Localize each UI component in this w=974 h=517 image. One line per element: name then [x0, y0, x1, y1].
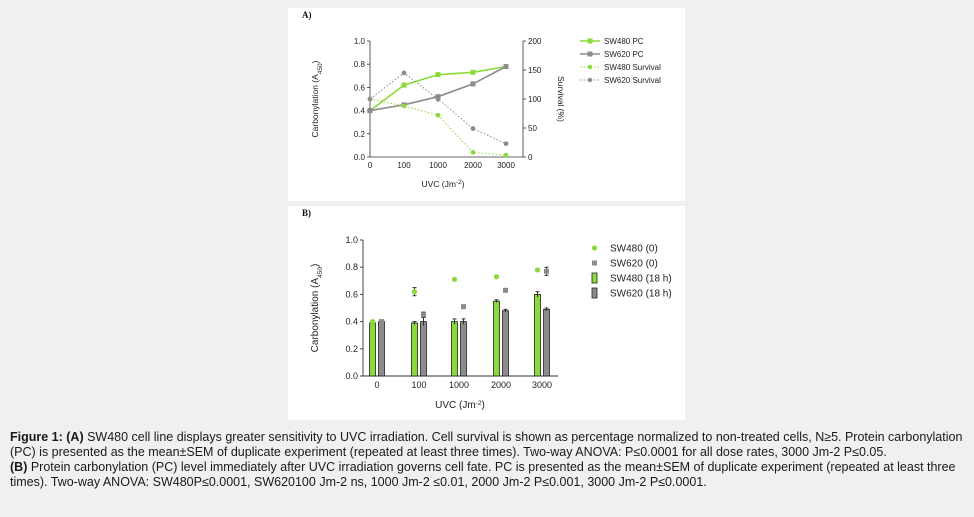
data-point: [367, 96, 373, 102]
x-tick-label: 0: [368, 161, 373, 170]
caption-a-text: SW480 cell line displays greater sensiti…: [10, 430, 963, 459]
y-right-tick-label: 50: [528, 124, 537, 133]
caption-b-text: Protein carbonylation (PC) level immedia…: [10, 460, 956, 489]
x-axis-label: UVC (Jm-2): [435, 400, 485, 412]
data-point: [470, 69, 476, 75]
legend-marker: [587, 64, 593, 70]
y-tick-label: 0.6: [354, 83, 366, 92]
data-point: [461, 304, 466, 310]
figure-panel-a: A) 0.0 0.2 0.4 0.6 0.8 1.0 0 50 100 150 200 0 100 100…: [288, 8, 685, 201]
data-point: [379, 319, 384, 325]
legend-marker: [591, 245, 598, 251]
data-point: [493, 274, 500, 280]
y-right-tick-label: 100: [528, 95, 542, 104]
series-line: [369, 72, 507, 145]
caption-b: (B) Protein carbonylation (PC) level imm…: [10, 460, 968, 490]
data-point: [435, 112, 441, 118]
data-point: [503, 64, 509, 70]
x-tick-label: 3000: [497, 161, 515, 170]
data-point: [470, 149, 476, 155]
x-tick-label: 100: [397, 161, 411, 170]
bar: [460, 321, 467, 377]
bar: [493, 300, 500, 377]
legend-label: SW620 Survival: [604, 76, 661, 85]
data-point: [544, 268, 549, 274]
bar: [543, 308, 550, 377]
figure-caption: Figure 1: (A) SW480 cell line displays g…: [10, 430, 968, 490]
bar: [378, 321, 385, 377]
y-tick-label: 0.2: [354, 130, 366, 139]
x-tick-label: 0: [374, 380, 379, 390]
y-tick-label: 1.0: [354, 37, 366, 46]
y-tick-label: 0.8: [354, 60, 366, 69]
y-right-tick-label: 0: [528, 153, 533, 162]
legend-marker: [587, 38, 593, 44]
y-tick-label: 0.0: [345, 371, 358, 381]
data-point: [411, 289, 418, 295]
legend-label: SW480 (0): [610, 244, 658, 255]
x-tick-label: 100: [411, 380, 426, 390]
data-point: [503, 152, 509, 158]
bar: [411, 322, 418, 377]
x-axis-label: UVC (Jm-2): [421, 179, 464, 190]
bar: [451, 321, 458, 377]
data-point: [470, 81, 476, 87]
bar: [420, 321, 427, 377]
data-point: [401, 70, 407, 76]
y-tick-label: 0.6: [345, 289, 358, 299]
panel-a-label: A): [302, 10, 312, 20]
x-tick-label: 1000: [429, 161, 447, 170]
y-right-tick-label: 150: [528, 66, 542, 75]
data-point: [401, 103, 407, 109]
data-point: [451, 276, 458, 283]
caption-a: Figure 1: (A) SW480 cell line displays g…: [10, 430, 968, 460]
data-point: [421, 312, 426, 318]
bar: [502, 310, 509, 377]
chart-b: 0.0 0.2 0.4 0.6 0.8 1.0 0 100 1000 2000 3000 UVC (J…: [310, 235, 672, 412]
y-tick-label: 0.4: [345, 317, 358, 327]
y-tick-label: 0.2: [345, 344, 358, 354]
x-tick-label: 2000: [464, 161, 482, 170]
y-right-tick-label: 200: [528, 37, 542, 46]
legend-label: SW620 (18 h): [610, 289, 672, 300]
caption-a-prefix: Figure 1: (A): [10, 430, 84, 444]
data-point: [369, 319, 376, 325]
y-right-axis-label: Survival (%): [556, 76, 566, 122]
x-tick-label: 3000: [532, 380, 552, 390]
y-axis-label: Carbonylation (A450): [310, 60, 324, 137]
panel-b-label: B): [302, 208, 311, 218]
y-tick-label: 1.0: [345, 235, 358, 245]
y-axis-label: Carbonylation (A450): [310, 264, 324, 353]
legend-label: SW480 (18 h): [610, 274, 672, 285]
y-tick-label: 0.4: [354, 107, 366, 116]
data-point: [367, 108, 373, 114]
legend-marker: [591, 272, 598, 284]
bar: [369, 322, 376, 377]
y-tick-label: 0.0: [354, 153, 366, 162]
legend-label: SW480 Survival: [604, 63, 661, 72]
legend-label: SW620 PC: [604, 50, 644, 59]
figure-panel-b: B) 0.0 0.2 0.4 0.6 0.8 1.0 0 100 1000 2000 3000 UVC…: [288, 206, 685, 420]
legend-marker: [592, 260, 597, 266]
legend-label: SW620 (0): [610, 259, 658, 270]
data-point: [401, 82, 407, 88]
data-point: [435, 72, 441, 78]
bar: [534, 294, 541, 377]
data-point: [435, 96, 441, 102]
legend-marker: [591, 287, 598, 299]
data-point: [503, 141, 509, 147]
legend-label: SW480 PC: [604, 37, 644, 46]
x-tick-label: 1000: [449, 380, 469, 390]
x-tick-label: 2000: [491, 380, 511, 390]
data-point: [503, 287, 508, 293]
caption-b-prefix: (B): [10, 460, 28, 474]
data-point: [470, 126, 476, 131]
legend-marker: [587, 51, 593, 57]
y-tick-label: 0.8: [345, 262, 358, 272]
data-point: [534, 267, 541, 273]
legend-marker: [587, 77, 593, 83]
